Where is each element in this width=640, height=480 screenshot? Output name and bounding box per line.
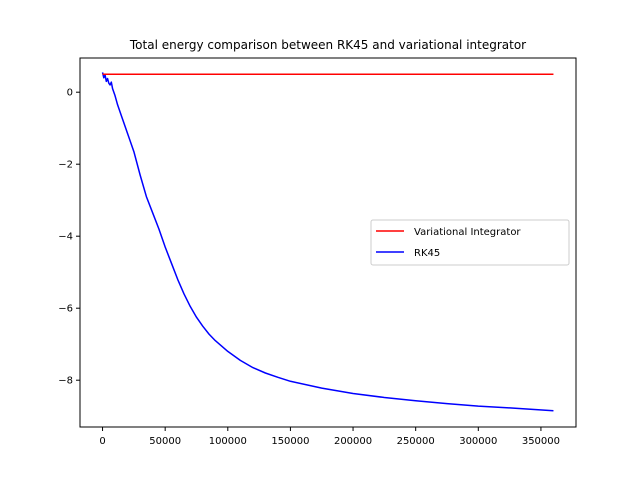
y-tick-label: −2	[58, 160, 73, 171]
x-tick-label: 50000	[149, 436, 181, 447]
legend: Variational Integrator RK45	[370, 219, 570, 266]
legend-label-rk45: RK45	[414, 248, 440, 259]
legend-label-variational-integrator: Variational Integrator	[414, 227, 521, 238]
y-tick-label: −4	[58, 232, 73, 243]
x-tick-label: 300000	[459, 436, 497, 447]
x-tick-label: 200000	[334, 436, 372, 447]
x-axis: 0 50000 100000 150000 200000 250000 300000 3500…	[99, 427, 560, 447]
x-tick-label: 250000	[397, 436, 435, 447]
x-tick-label: 100000	[209, 436, 247, 447]
legend-box	[370, 219, 570, 266]
axes-frame	[79, 57, 577, 428]
y-tick-label: −8	[58, 376, 73, 387]
x-tick-label: 0	[99, 436, 105, 447]
series-layer	[101, 72, 554, 412]
y-tick-label: 0	[67, 88, 73, 99]
x-tick-label: 350000	[522, 436, 560, 447]
chart-title: Total energy comparison between RK45 and…	[129, 38, 526, 52]
series-line-rk45	[101, 72, 554, 412]
x-tick-label: 150000	[271, 436, 309, 447]
y-axis: 0 −2 −4 −6 −8	[58, 88, 80, 387]
y-tick-label: −6	[58, 304, 73, 315]
